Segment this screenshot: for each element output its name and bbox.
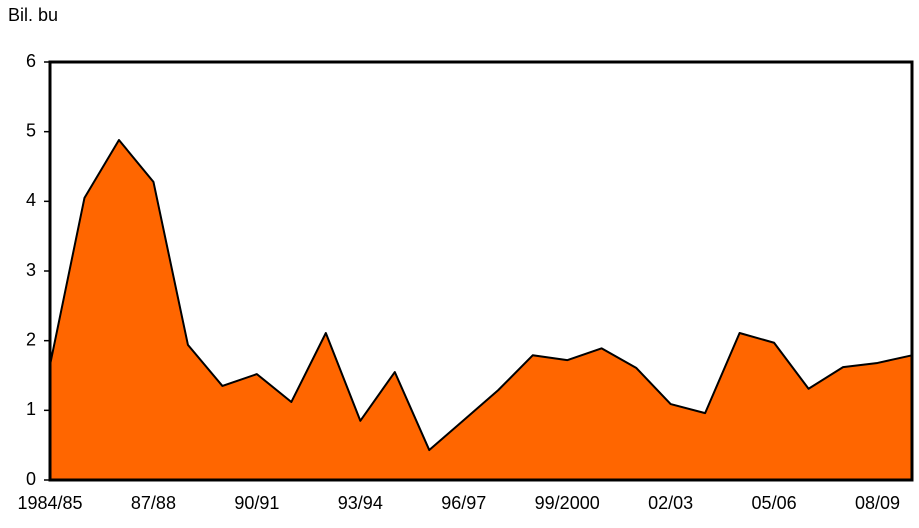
y-tick-label: 1 [26, 399, 36, 419]
x-tick-label: 05/06 [752, 493, 797, 513]
y-tick-label: 6 [26, 51, 36, 71]
x-tick-label: 87/88 [131, 493, 176, 513]
x-tick-label: 1984/85 [17, 493, 82, 513]
x-tick-label: 02/03 [648, 493, 693, 513]
y-tick-label: 5 [26, 120, 36, 140]
y-tick-label: 2 [26, 329, 36, 349]
y-tick-label: 0 [26, 469, 36, 489]
y-tick-label: 3 [26, 260, 36, 280]
x-tick-label: 99/2000 [535, 493, 600, 513]
y-tick-label: 4 [26, 190, 36, 210]
x-tick-label: 93/94 [338, 493, 383, 513]
y-axis-label: Bil. bu [8, 5, 58, 25]
x-tick-label: 08/09 [855, 493, 900, 513]
x-tick-label: 90/91 [234, 493, 279, 513]
area [50, 140, 912, 480]
area-line [49, 139, 913, 452]
x-tick-label: 96/97 [441, 493, 486, 513]
